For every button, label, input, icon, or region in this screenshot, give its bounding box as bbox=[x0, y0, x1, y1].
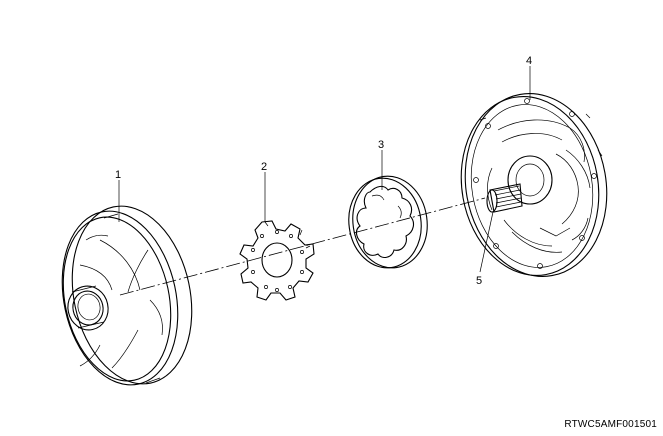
part-2-inner-gear bbox=[239, 220, 315, 301]
part-4-pump-cover bbox=[460, 93, 608, 277]
part-1-housing bbox=[61, 205, 193, 386]
callout-3: 3 bbox=[378, 139, 384, 151]
part-5-stator-shaft bbox=[486, 183, 523, 213]
callout-2: 2 bbox=[261, 161, 267, 173]
callout-1: 1 bbox=[115, 169, 121, 181]
part-3-outer-gear bbox=[348, 175, 428, 269]
callout-labels: 1 2 3 4 5 bbox=[115, 55, 532, 287]
center-axis bbox=[119, 197, 486, 296]
callout-4: 4 bbox=[526, 55, 532, 67]
callout-5: 5 bbox=[476, 275, 482, 287]
figure-reference-code: RTWC5AMF001501 bbox=[564, 419, 657, 430]
callout-leaders bbox=[118, 66, 531, 273]
